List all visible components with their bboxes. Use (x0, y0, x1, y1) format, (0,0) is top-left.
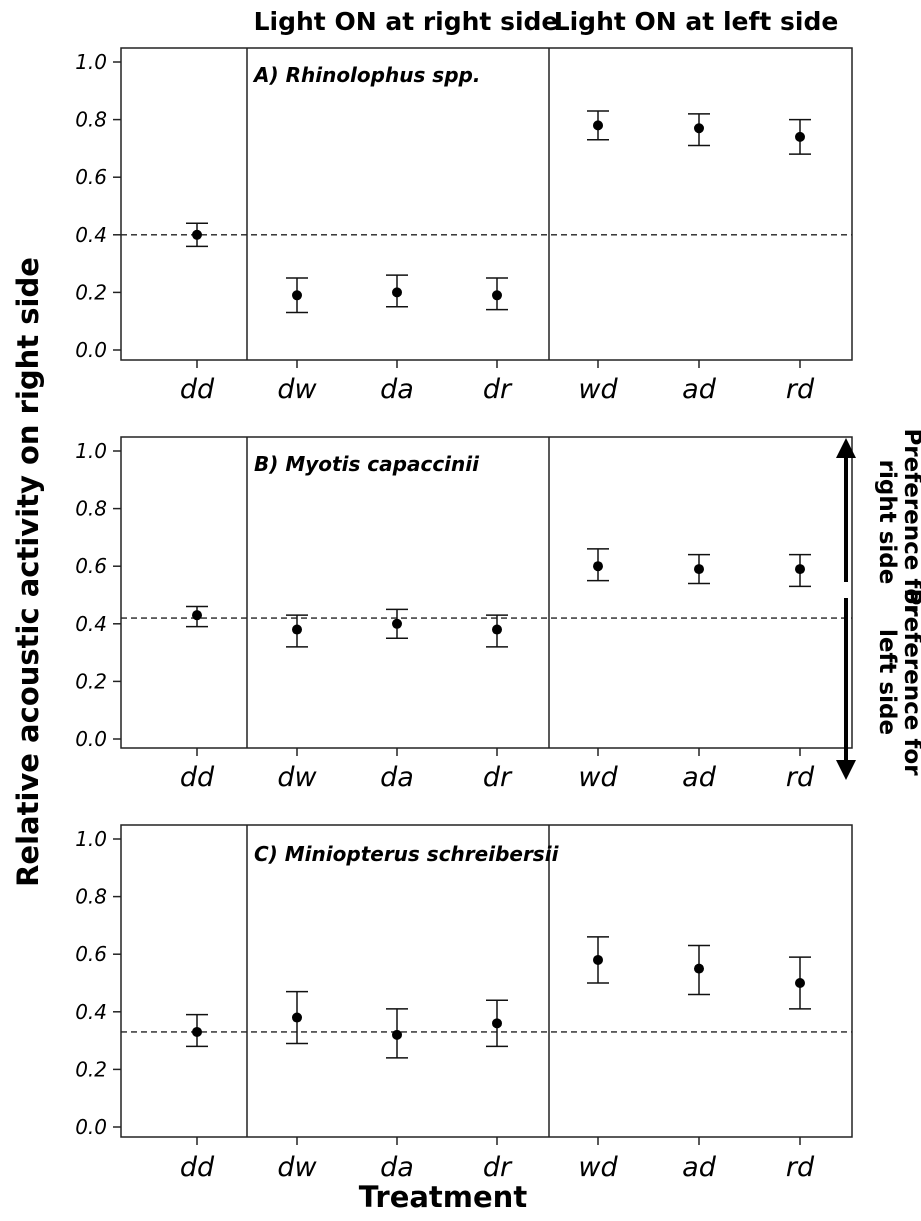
data-point-rd (795, 131, 805, 142)
data-point-da (392, 618, 402, 629)
panel-title: B) Myotis capaccinii (254, 452, 480, 476)
data-point-da (392, 287, 402, 298)
x-tick-label-dd: dd (180, 1152, 215, 1183)
x-tick-label-rd: rd (786, 374, 815, 405)
y-tick-label: 1.0 (75, 439, 107, 463)
data-point-rd (795, 978, 805, 988)
x-tick-label-da: da (380, 374, 414, 405)
y-tick-label: 0.6 (75, 554, 107, 578)
y-tick-label: 0.4 (75, 1000, 107, 1024)
y-tick-label: 0.4 (75, 223, 107, 247)
plot-frame (120, 824, 853, 1138)
panel-b: 0.0 0.2 0.4 0.6 0.8 1.0 dd dw da dr wd ad rd B) Myoti… (75, 436, 853, 793)
preference-annotation: Preference for right side Preference for… (836, 428, 921, 780)
x-tick-label-wd: wd (578, 1152, 618, 1183)
data-point-dr (492, 624, 502, 635)
y-tick-label: 1.0 (75, 827, 107, 851)
x-tick-label-dw: dw (277, 762, 317, 793)
x-tick-label-ad: ad (682, 1152, 717, 1183)
y-tick-label: 0.6 (75, 942, 107, 966)
preference-right-line2: right side (874, 460, 900, 585)
data-point-rd (795, 564, 805, 575)
x-tick-label-rd: rd (786, 1152, 815, 1183)
panels: 0.0 0.2 0.4 0.6 0.8 1.0 dd dw da dr wd ad rd A) Rhino… (75, 47, 853, 1183)
y-tick-label: 0.0 (75, 1115, 107, 1139)
x-tick-label-dr: dr (483, 374, 513, 405)
data-point-wd (593, 561, 603, 572)
y-tick-label: 1.0 (75, 50, 107, 74)
x-tick-label-da: da (380, 1152, 414, 1183)
x-tick-label-dw: dw (277, 374, 317, 405)
header-light-right: Light ON at right side (254, 7, 559, 36)
data-point-ad (694, 963, 704, 974)
x-tick-label-rd: rd (786, 762, 815, 793)
data-point-wd (593, 954, 603, 965)
y-tick-label: 0.0 (75, 338, 107, 362)
y-tick-label: 0.2 (75, 1057, 107, 1081)
y-tick-label: 0.8 (75, 108, 107, 132)
x-tick-label-wd: wd (578, 374, 618, 405)
x-tick-label-wd: wd (578, 762, 618, 793)
y-tick-label: 0.0 (75, 727, 107, 751)
plot-frame (120, 436, 853, 749)
data-point-da (392, 1029, 402, 1040)
y-tick-label: 0.6 (75, 165, 107, 189)
x-tick-label-dd: dd (180, 374, 215, 405)
x-tick-label-dr: dr (483, 1152, 513, 1183)
data-point-wd (593, 120, 603, 131)
x-tick-label-dw: dw (277, 1152, 317, 1183)
x-tick-label-da: da (380, 762, 414, 793)
data-point-dd (192, 229, 202, 240)
y-tick-label: 0.8 (75, 497, 107, 521)
panel-c: 0.0 0.2 0.4 0.6 0.8 1.0 dd dw da dr wd ad rd C) Minio… (75, 824, 853, 1183)
y-tick-label: 0.2 (75, 280, 107, 304)
data-point-ad (694, 564, 704, 575)
y-tick-label: 0.4 (75, 612, 107, 636)
x-axis-title: Treatment (359, 1180, 528, 1214)
data-point-dw (292, 1012, 302, 1023)
preference-left-line2: left side (874, 629, 900, 735)
panel-title: C) Miniopterus schreibersii (254, 842, 560, 866)
panel-a: 0.0 0.2 0.4 0.6 0.8 1.0 dd dw da dr wd ad rd A) Rhino… (75, 47, 853, 405)
y-tick-label: 0.2 (75, 669, 107, 693)
y-tick-label: 0.8 (75, 885, 107, 909)
preference-right-line1: Preference for (899, 428, 921, 616)
preference-left-line1: Preference for (899, 588, 921, 776)
x-tick-label-dr: dr (483, 762, 513, 793)
x-tick-label-ad: ad (682, 762, 717, 793)
data-point-dd (192, 1026, 202, 1037)
data-point-dr (492, 1018, 502, 1029)
plot-frame (120, 47, 853, 361)
panel-title: A) Rhinolophus spp. (252, 63, 480, 87)
data-point-dw (292, 624, 302, 635)
data-point-ad (694, 123, 704, 134)
x-tick-label-ad: ad (682, 374, 717, 405)
y-axis-title: Relative acoustic activity on right side (11, 257, 45, 887)
x-tick-label-dd: dd (180, 762, 215, 793)
data-point-dw (292, 290, 302, 301)
data-point-dd (192, 610, 202, 621)
data-point-dr (492, 290, 502, 301)
header-light-left: Light ON at left side (554, 7, 839, 36)
